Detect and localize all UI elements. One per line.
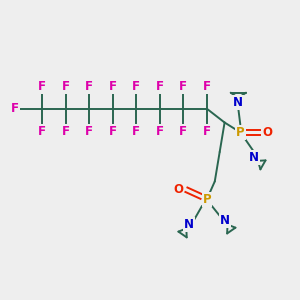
- Text: F: F: [11, 102, 19, 115]
- Text: F: F: [109, 125, 117, 138]
- Text: F: F: [179, 125, 188, 138]
- Text: F: F: [61, 80, 70, 93]
- Text: N: N: [184, 218, 194, 231]
- Text: F: F: [203, 125, 211, 138]
- Text: F: F: [38, 125, 46, 138]
- Text: F: F: [85, 80, 93, 93]
- Text: P: P: [236, 126, 244, 139]
- Text: P: P: [202, 193, 211, 206]
- Text: F: F: [203, 80, 211, 93]
- Text: F: F: [109, 80, 117, 93]
- Text: N: N: [220, 214, 230, 227]
- Text: O: O: [263, 126, 273, 139]
- Text: F: F: [61, 125, 70, 138]
- Text: O: O: [173, 183, 184, 196]
- Text: N: N: [233, 96, 243, 110]
- Text: F: F: [179, 80, 188, 93]
- Text: F: F: [132, 80, 140, 93]
- Text: F: F: [156, 125, 164, 138]
- Text: F: F: [38, 80, 46, 93]
- Text: N: N: [249, 152, 259, 164]
- Text: F: F: [85, 125, 93, 138]
- Text: F: F: [156, 80, 164, 93]
- Text: F: F: [132, 125, 140, 138]
